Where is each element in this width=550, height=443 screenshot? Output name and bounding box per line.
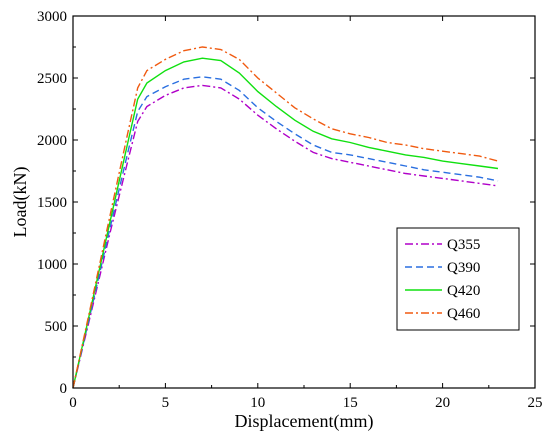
y-tick-label: 2500	[37, 71, 67, 87]
series-line-q355	[72, 84, 499, 389]
plot-area	[72, 15, 536, 389]
axes: 0 5 10 15 20 25 0 500 1000 1500 2000 2500 3000	[37, 9, 543, 411]
legend-label: Q390	[447, 260, 480, 276]
x-tick-label: 20	[435, 395, 450, 411]
series-line-q390	[72, 76, 499, 389]
legend-label: Q460	[447, 306, 480, 322]
x-tick-label: 25	[528, 395, 543, 411]
x-axis-title: Displacement(mm)	[235, 411, 374, 432]
y-tick-label: 500	[45, 319, 68, 335]
y-tick-label: 1000	[37, 257, 67, 273]
y-tick-label: 3000	[37, 9, 67, 25]
legend: Q355 Q390 Q420 Q460	[396, 227, 520, 331]
plot-frame	[72, 15, 536, 389]
series-line-q460	[72, 46, 499, 389]
y-axis-title: Load(kN)	[10, 167, 31, 238]
x-tick-label: 15	[343, 395, 358, 411]
x-tick-label: 5	[162, 395, 170, 411]
x-tick-label: 10	[250, 395, 265, 411]
x-tick-label: 0	[69, 395, 77, 411]
legend-label: Q420	[447, 283, 480, 299]
y-tick-label: 0	[60, 381, 68, 397]
series-line-q420	[72, 57, 499, 389]
y-tick-label: 1500	[37, 195, 67, 211]
y-tick-label: 2000	[37, 133, 67, 149]
series-group	[72, 46, 499, 389]
legend-label: Q355	[447, 237, 480, 253]
